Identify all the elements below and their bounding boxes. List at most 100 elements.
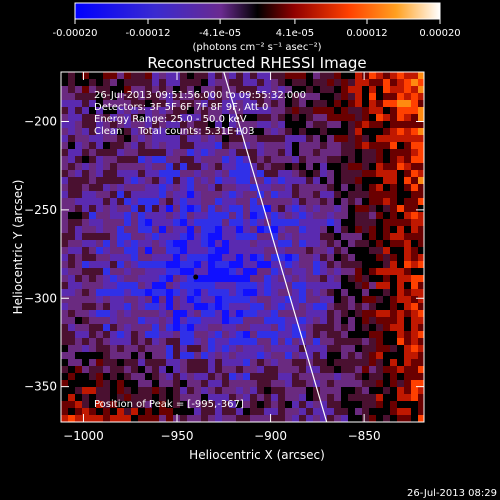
heatmap-cell xyxy=(159,261,166,268)
heatmap-cell xyxy=(138,401,145,408)
heatmap-cell xyxy=(180,408,187,415)
heatmap-cell xyxy=(110,177,117,184)
heatmap-cell xyxy=(341,408,348,415)
annotation-energy: Energy Range: 25.0 - 50.0 keV xyxy=(94,114,247,125)
heatmap-cell xyxy=(145,212,152,219)
heatmap-cell xyxy=(152,177,159,184)
heatmap-cell xyxy=(138,212,145,219)
colorbar-tick-label: 4.1e-05 xyxy=(276,28,314,39)
heatmap-cell xyxy=(180,303,187,310)
heatmap-cell xyxy=(180,107,187,114)
heatmap-cell xyxy=(96,72,103,79)
heatmap-cell xyxy=(236,93,243,100)
heatmap-cell xyxy=(229,149,236,156)
heatmap-cell xyxy=(215,205,222,212)
heatmap-cell xyxy=(75,401,82,408)
heatmap-cell xyxy=(369,212,376,219)
heatmap-cell xyxy=(159,317,166,324)
heatmap-cell xyxy=(110,93,117,100)
heatmap-cell xyxy=(292,324,299,331)
heatmap-cell xyxy=(264,86,271,93)
heatmap-cell xyxy=(61,205,68,212)
heatmap-cell xyxy=(320,219,327,226)
heatmap-cell xyxy=(404,72,411,79)
heatmap-cell xyxy=(404,93,411,100)
heatmap-cell xyxy=(75,380,82,387)
heatmap-cell xyxy=(383,366,390,373)
heatmap-cell xyxy=(362,114,369,121)
heatmap-cell xyxy=(320,142,327,149)
heatmap-cell xyxy=(299,261,306,268)
heatmap-cell xyxy=(376,373,383,380)
heatmap-cell xyxy=(327,359,334,366)
heatmap-cell xyxy=(194,268,201,275)
heatmap-cell xyxy=(390,338,397,345)
heatmap-cell xyxy=(180,135,187,142)
heatmap-cell xyxy=(68,226,75,233)
heatmap-cell xyxy=(299,394,306,401)
heatmap-cell xyxy=(173,233,180,240)
heatmap-cell xyxy=(320,163,327,170)
heatmap-cell xyxy=(299,219,306,226)
heatmap-cell xyxy=(201,107,208,114)
heatmap-cell xyxy=(348,331,355,338)
heatmap-cell xyxy=(278,233,285,240)
heatmap-cell xyxy=(250,240,257,247)
heatmap-cell xyxy=(334,359,341,366)
heatmap-cell xyxy=(131,135,138,142)
heatmap-cell xyxy=(355,142,362,149)
heatmap-cell xyxy=(61,324,68,331)
heatmap-cell xyxy=(292,373,299,380)
heatmap-cell xyxy=(285,170,292,177)
heatmap-cell xyxy=(180,289,187,296)
heatmap-cell xyxy=(152,380,159,387)
heatmap-cell xyxy=(89,247,96,254)
heatmap-cell xyxy=(376,254,383,261)
heatmap-cell xyxy=(383,289,390,296)
heatmap-cell xyxy=(285,394,292,401)
heatmap-cell xyxy=(180,205,187,212)
heatmap-cell xyxy=(341,72,348,79)
heatmap-cell xyxy=(166,415,173,422)
heatmap-cell xyxy=(61,303,68,310)
heatmap-cell xyxy=(103,331,110,338)
heatmap-cell xyxy=(103,394,110,401)
heatmap-cell xyxy=(390,100,397,107)
heatmap-cell xyxy=(145,226,152,233)
heatmap-cell xyxy=(341,100,348,107)
heatmap-cell xyxy=(383,373,390,380)
heatmap-cell xyxy=(215,142,222,149)
heatmap-cell xyxy=(173,184,180,191)
heatmap-cell xyxy=(75,324,82,331)
heatmap-cell xyxy=(299,303,306,310)
heatmap-cell xyxy=(411,86,418,93)
heatmap-cell xyxy=(152,142,159,149)
heatmap-cell xyxy=(243,198,250,205)
heatmap-cell xyxy=(131,233,138,240)
heatmap-cell xyxy=(348,100,355,107)
heatmap-cell xyxy=(61,247,68,254)
heatmap-cell xyxy=(376,86,383,93)
heatmap-cell xyxy=(229,205,236,212)
heatmap-cell xyxy=(299,345,306,352)
heatmap-cell xyxy=(229,317,236,324)
heatmap-cell xyxy=(292,100,299,107)
heatmap-cell xyxy=(313,184,320,191)
heatmap-cell xyxy=(110,268,117,275)
heatmap-cell xyxy=(383,352,390,359)
heatmap-cell xyxy=(96,184,103,191)
heatmap-cell xyxy=(96,359,103,366)
heatmap-cell xyxy=(306,317,313,324)
heatmap-cell xyxy=(131,324,138,331)
heatmap-cell xyxy=(334,79,341,86)
heatmap-cell xyxy=(348,219,355,226)
heatmap-cell xyxy=(110,401,117,408)
heatmap-cell xyxy=(383,359,390,366)
heatmap-cell xyxy=(404,212,411,219)
heatmap-cell xyxy=(418,310,424,317)
heatmap-cell xyxy=(271,107,278,114)
heatmap-cell xyxy=(278,149,285,156)
heatmap-cell xyxy=(236,394,243,401)
heatmap-cell xyxy=(348,366,355,373)
heatmap-cell xyxy=(117,275,124,282)
